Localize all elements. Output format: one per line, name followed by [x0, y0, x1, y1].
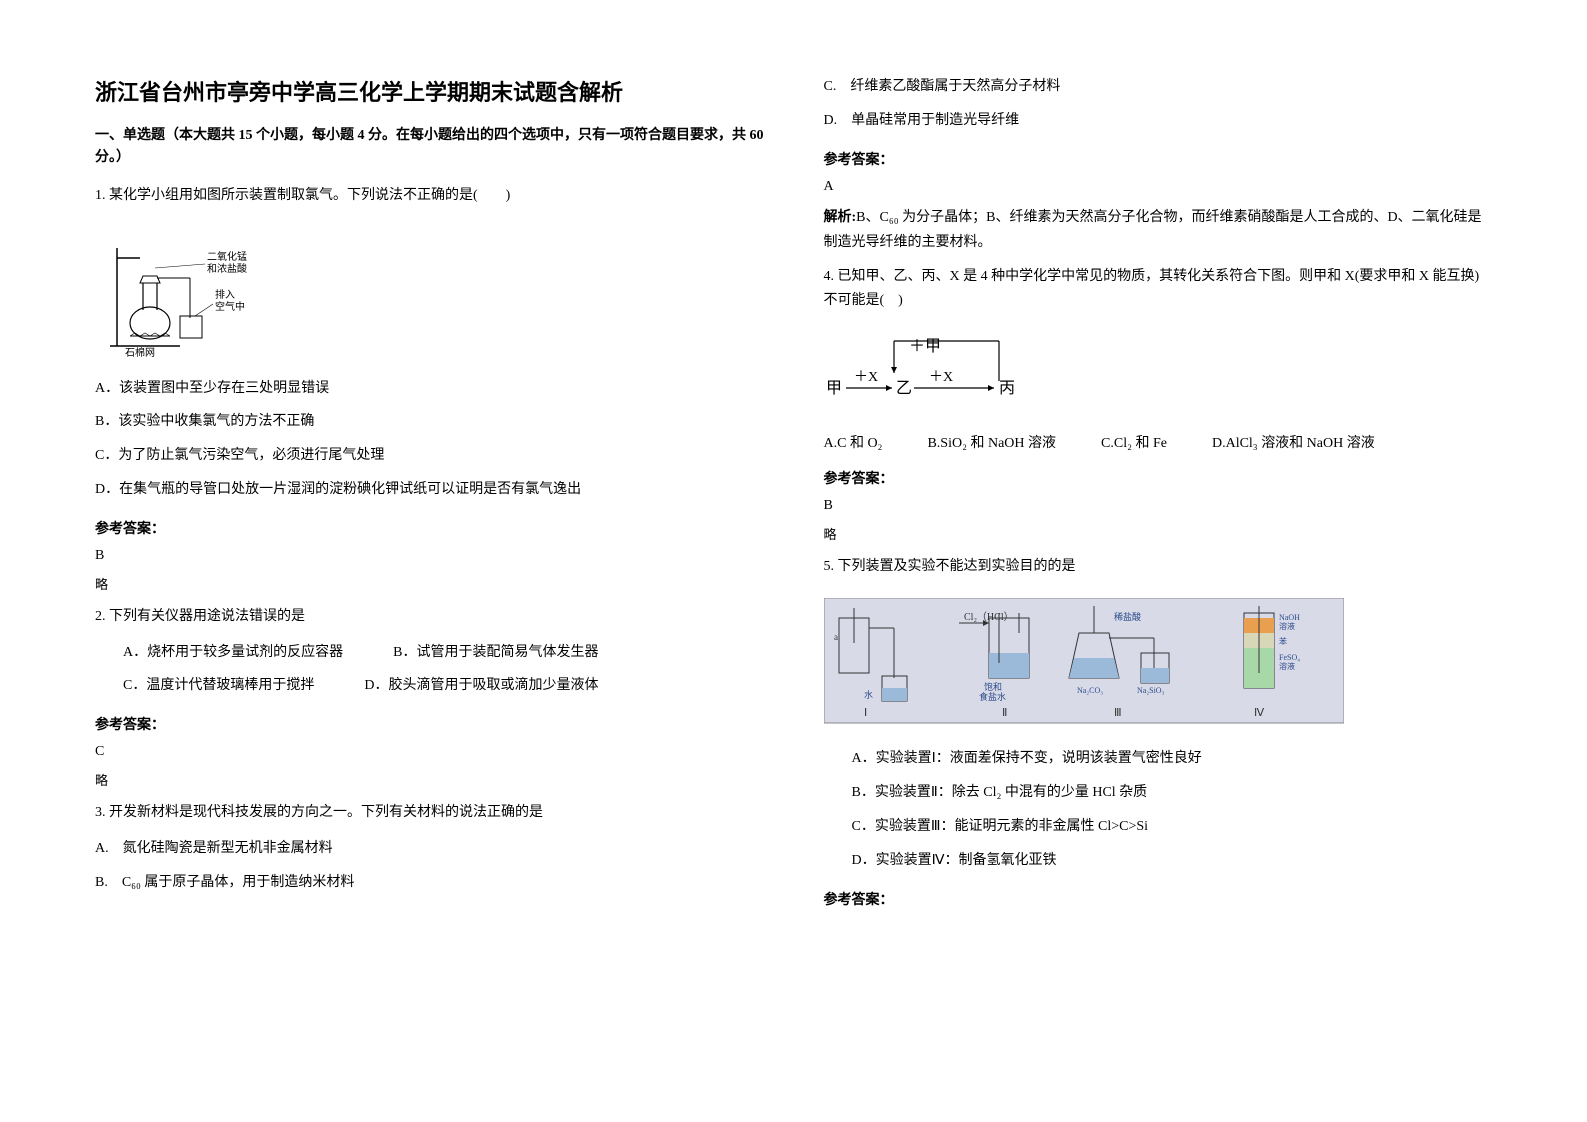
q5-optB: B．实验装置Ⅱ：除去 Cl₂ 中混有的少量 HCl 杂质	[824, 781, 1493, 805]
svg-text:丙: 丙	[999, 380, 1015, 397]
q4-text: 4. 已知甲、乙、丙、X 是 4 种中学化学中常见的物质，其转化关系符合下图。则…	[824, 265, 1493, 313]
q5-diagram: a 水 Ⅰ Cl₂（HCl） 饱和 食盐水 Ⅱ	[824, 598, 1493, 733]
q5-text: 5. 下列装置及实验不能达到实验目的的是	[824, 555, 1493, 579]
q1-answer-label: 参考答案：	[95, 518, 764, 538]
q2-text: 2. 下列有关仪器用途说法错误的是	[95, 605, 764, 629]
q3-answer: A	[824, 179, 1493, 195]
svg-text:a: a	[834, 632, 838, 642]
q2-answer-label: 参考答案：	[95, 714, 764, 734]
svg-text:FeSO₄: FeSO₄	[1279, 653, 1300, 662]
q3-optC: C. 纤维素乙酸酯属于天然高分子材料	[824, 75, 1493, 99]
svg-text:和浓盐酸: 和浓盐酸	[207, 262, 247, 275]
q2-optA: A．烧杯用于较多量试剂的反应容器	[123, 641, 343, 665]
svg-text:＋X: ＋X	[854, 370, 878, 385]
q4-optB: B.SiO₂ 和 NaOH 溶液	[927, 432, 1056, 452]
svg-text:Ⅲ: Ⅲ	[1114, 707, 1122, 719]
svg-text:甲: 甲	[826, 380, 842, 397]
svg-text:＋X: ＋X	[929, 370, 953, 385]
page-title: 浙江省台州市亭旁中学高三化学上学期期末试题含解析	[95, 75, 764, 107]
svg-text:溶液: 溶液	[1279, 661, 1295, 671]
svg-text:Na₂SiO₃: Na₂SiO₃	[1137, 686, 1165, 695]
q3-explain: 解析:B、C₆₀ 为分子晶体；B、纤维素为天然高分子化合物，而纤维素硝酸酯是人工…	[824, 205, 1493, 255]
svg-text:水: 水	[864, 689, 873, 700]
q1-optD: D．在集气瓶的导管口处放一片湿润的淀粉碘化钾试纸可以证明是否有氯气逸出	[95, 478, 764, 502]
svg-text:食盐水: 食盐水	[979, 691, 1006, 702]
svg-text:Na₂CO₃: Na₂CO₃	[1077, 686, 1103, 695]
q5-optA: A．实验装置Ⅰ：液面差保持不变，说明该装置气密性良好	[824, 747, 1493, 771]
q4-note: 略	[824, 524, 1493, 543]
q2-row1: A．烧杯用于较多量试剂的反应容器 B．试管用于装配简易气体发生器	[95, 641, 764, 665]
q2-optD: D．胶头滴管用于吸取或滴加少量液体	[364, 674, 598, 698]
q3-optA: A. 氮化硅陶瓷是新型无机非金属材料	[95, 837, 764, 861]
svg-text:稀盐酸: 稀盐酸	[1114, 611, 1141, 622]
q4-optA: A.C 和 O₂	[824, 432, 883, 452]
svg-text:Ⅰ: Ⅰ	[864, 707, 867, 719]
q1-note: 略	[95, 574, 764, 593]
q2-answer: C	[95, 744, 764, 760]
q3-explain-label: 解析:	[824, 210, 857, 225]
q3-optD: D. 单晶硅常用于制造光导纤维	[824, 109, 1493, 133]
q4-optC: C.Cl₂ 和 Fe	[1101, 432, 1167, 452]
svg-text:溶液: 溶液	[1279, 621, 1295, 631]
q1-diagram: 二氧化锰 和浓盐酸 排入 空气中 石棉网	[95, 228, 764, 363]
q4-diagram: ＋甲 甲 ＋X 乙 ＋X 丙	[824, 333, 1493, 418]
q1-text: 1. 某化学小组用如图所示装置制取氯气。下列说法不正确的是( )	[95, 184, 764, 208]
q4-answer: B	[824, 498, 1493, 514]
q2-note: 略	[95, 770, 764, 789]
q1-optB: B．该实验中收集氯气的方法不正确	[95, 410, 764, 434]
q1-optC: C．为了防止氯气污染空气，必须进行尾气处理	[95, 444, 764, 468]
q4-answer-label: 参考答案：	[824, 468, 1493, 488]
svg-text:乙: 乙	[896, 380, 912, 397]
q4-optD: D.AlCl₃ 溶液和 NaOH 溶液	[1212, 432, 1375, 452]
q2-optB: B．试管用于装配简易气体发生器	[393, 641, 598, 665]
q3-text: 3. 开发新材料是现代科技发展的方向之一。下列有关材料的说法正确的是	[95, 801, 764, 825]
svg-text:Ⅳ: Ⅳ	[1254, 707, 1265, 719]
svg-text:排入: 排入	[215, 288, 235, 301]
q2-row2: C．温度计代替玻璃棒用于搅拌 D．胶头滴管用于吸取或滴加少量液体	[95, 674, 764, 698]
q1-optA: A．该装置图中至少存在三处明显错误	[95, 377, 764, 401]
section-header: 一、单选题（本大题共 15 个小题，每小题 4 分。在每小题给出的四个选项中，只…	[95, 125, 764, 170]
left-column: 浙江省台州市亭旁中学高三化学上学期期末试题含解析 一、单选题（本大题共 15 个…	[95, 75, 764, 1047]
svg-text:NaOH: NaOH	[1279, 613, 1300, 622]
q3-optB: B. C₆₀ 属于原子晶体，用于制造纳米材料	[95, 871, 764, 895]
svg-text:空气中: 空气中	[215, 300, 245, 313]
q4-options: A.C 和 O₂ B.SiO₂ 和 NaOH 溶液 C.Cl₂ 和 Fe D.A…	[824, 432, 1493, 452]
svg-text:二氧化锰: 二氧化锰	[207, 250, 247, 263]
q3-explain-text: B、C₆₀ 为分子晶体；B、纤维素为天然高分子化合物，而纤维素硝酸酯是人工合成的…	[824, 210, 1482, 250]
q5-answer-label: 参考答案：	[824, 889, 1493, 909]
right-column: C. 纤维素乙酸酯属于天然高分子材料 D. 单晶硅常用于制造光导纤维 参考答案：…	[824, 75, 1493, 1047]
q2-optC: C．温度计代替玻璃棒用于搅拌	[123, 674, 314, 698]
q1-answer: B	[95, 548, 764, 564]
svg-text:苯: 苯	[1279, 636, 1287, 646]
svg-text:饱和: 饱和	[984, 681, 1002, 692]
q3-answer-label: 参考答案：	[824, 149, 1493, 169]
svg-text:Ⅱ: Ⅱ	[1002, 707, 1007, 719]
q5-optD: D．实验装置Ⅳ：制备氢氧化亚铁	[824, 849, 1493, 873]
svg-text:石棉网: 石棉网	[125, 346, 155, 358]
q5-optC: C．实验装置Ⅲ：能证明元素的非金属性 Cl>C>Si	[824, 815, 1493, 839]
